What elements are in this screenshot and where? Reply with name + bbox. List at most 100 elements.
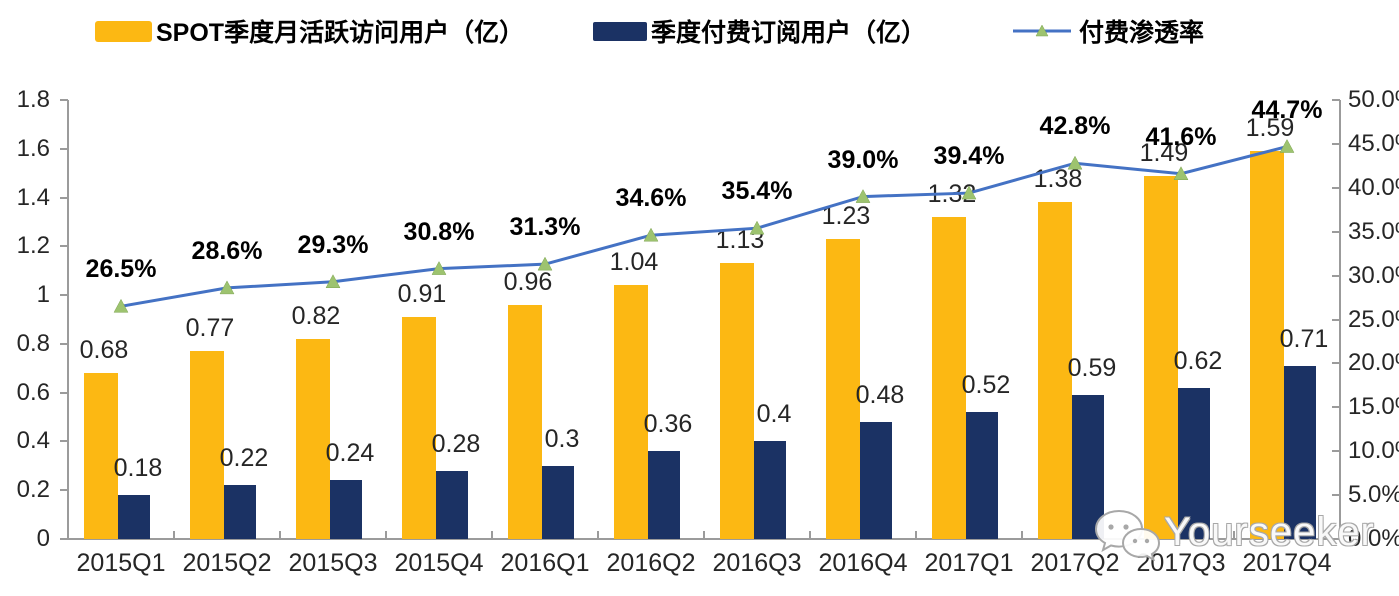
- x-axis-tick: [1021, 531, 1023, 539]
- y-axis-tick-left: [60, 294, 68, 297]
- bar-mau: [1250, 151, 1284, 539]
- x-axis-tick: [173, 531, 175, 539]
- y-axis-tick-left: [60, 440, 68, 443]
- y-axis-tick-left: [60, 342, 68, 345]
- y-axis-tick-right: [1332, 318, 1340, 321]
- bar-subscribers: [436, 470, 468, 539]
- bar-label-subscribers: 0.22: [219, 444, 269, 473]
- y-axis-tick-left: [60, 489, 68, 492]
- y-axis-label-right: 10.0%: [1348, 437, 1399, 465]
- penetration-label: 44.7%: [1251, 95, 1323, 124]
- penetration-label: 31.3%: [509, 213, 581, 242]
- subscribers-legend-swatch: [593, 21, 647, 41]
- x-axis-tick: [385, 531, 387, 539]
- bar-subscribers: [648, 451, 680, 539]
- bar-label-mau: 1.49: [1139, 138, 1189, 167]
- y-axis-left-line: [67, 100, 69, 539]
- legend-label-penetration: 付费渗透率: [1079, 19, 1205, 47]
- bar-mau: [508, 304, 542, 539]
- legend-item-penetration: 付费渗透率: [1013, 16, 1205, 47]
- x-axis-line: [67, 538, 1341, 540]
- bar-mau: [826, 239, 860, 539]
- x-axis-tick: [915, 531, 917, 539]
- y-axis-tick-right: [1332, 494, 1340, 497]
- y-axis-label-right: 45.0%: [1348, 129, 1399, 157]
- bar-label-mau: 1.59: [1245, 114, 1295, 143]
- bar-label-subscribers: 0.52: [961, 371, 1011, 400]
- y-axis-tick-right: [1332, 186, 1340, 189]
- x-axis-tick: [809, 531, 811, 539]
- y-axis-tick-left: [60, 99, 68, 101]
- legend-label-subscribers: 季度付费订阅用户（亿）: [651, 19, 927, 47]
- y-axis-label-right: 5.0%: [1348, 481, 1399, 509]
- penetration-label: 41.6%: [1145, 122, 1217, 151]
- bar-subscribers: [966, 412, 998, 539]
- x-tick-label: 2016Q2: [606, 549, 696, 577]
- legend-label-mau: SPOT季度月活跃访问用户（亿）: [156, 19, 525, 47]
- bar-mau: [190, 351, 224, 539]
- bar-label-mau: 1.38: [1033, 165, 1083, 194]
- bar-mau: [932, 217, 966, 539]
- y-axis-tick-right: [1332, 274, 1340, 277]
- x-tick-label: 2015Q2: [182, 549, 272, 577]
- bar-label-subscribers: 0.59: [1067, 354, 1117, 383]
- bar-subscribers: [1284, 365, 1316, 539]
- y-axis-tick-left: [60, 538, 68, 540]
- y-axis-label-right: 30.0%: [1348, 261, 1399, 289]
- bar-mau: [402, 317, 436, 539]
- y-axis-label-left: 0.6: [16, 378, 50, 406]
- line-marker-triangle: [219, 280, 235, 295]
- line-marker-triangle: [431, 261, 447, 275]
- penetration-label: 28.6%: [191, 236, 263, 265]
- legend-item-subscribers: 季度付费订阅用户（亿）: [593, 16, 927, 47]
- penetration-label: 42.8%: [1039, 112, 1111, 141]
- y-axis-label-right: 50.0%: [1348, 86, 1399, 113]
- y-axis-label-left: 0.8: [16, 329, 50, 357]
- bar-subscribers: [860, 421, 892, 539]
- mau-legend-swatch: [95, 20, 152, 42]
- bar-label-mau: 0.91: [397, 280, 447, 309]
- y-axis-label-right: 40.0%: [1348, 173, 1399, 201]
- y-axis-label-right: 35.0%: [1348, 217, 1399, 245]
- y-axis-label-right: 25.0%: [1348, 305, 1399, 333]
- x-axis-tick: [491, 531, 493, 539]
- line-marker-triangle: [113, 298, 129, 313]
- bar-subscribers: [754, 441, 786, 539]
- line-marker-triangle: [749, 220, 765, 235]
- bar-label-mau: 0.77: [185, 314, 235, 343]
- y-axis-label-right: 0.0%: [1348, 525, 1399, 552]
- y-axis-label-left: 1.8: [16, 86, 50, 113]
- y-axis-tick-left: [60, 147, 68, 150]
- penetration-label: 29.3%: [297, 230, 369, 259]
- bar-mau: [720, 263, 754, 539]
- bar-label-subscribers: 0.71: [1279, 324, 1329, 353]
- bar-mau: [1038, 202, 1072, 539]
- bar-label-subscribers: 0.3: [544, 424, 580, 453]
- x-tick-label: 2017Q2: [1030, 549, 1120, 577]
- y-axis-tick-right: [1332, 450, 1340, 453]
- line-marker-legend-icon: [1013, 24, 1071, 37]
- x-tick-label: 2017Q4: [1242, 549, 1332, 577]
- line-marker-triangle: [961, 185, 977, 200]
- penetration-line: [113, 139, 1295, 313]
- y-axis-label-left: 1.6: [16, 134, 50, 162]
- y-axis-label-left: 0.4: [16, 427, 50, 455]
- bar-mau: [614, 285, 648, 539]
- line-marker-triangle: [537, 256, 553, 271]
- bar-subscribers: [1178, 387, 1210, 539]
- y-axis-label-left: 1.2: [16, 232, 50, 260]
- x-tick-label: 2015Q3: [288, 549, 378, 577]
- y-axis-label-left: 1: [36, 281, 50, 309]
- line-marker-triangle: [1067, 155, 1083, 170]
- bar-subscribers: [118, 495, 150, 539]
- line-marker-triangle: [1173, 166, 1189, 181]
- x-tick-label: 2015Q1: [76, 549, 166, 577]
- bar-mau: [296, 339, 330, 539]
- x-axis-tick: [703, 531, 705, 539]
- legend-item-mau: SPOT季度月活跃访问用户（亿）: [95, 16, 525, 47]
- line-marker-triangle: [643, 227, 659, 242]
- penetration-label: 30.8%: [403, 217, 475, 246]
- penetration-label: 39.0%: [827, 145, 899, 174]
- y-axis-label-right: 20.0%: [1348, 349, 1399, 377]
